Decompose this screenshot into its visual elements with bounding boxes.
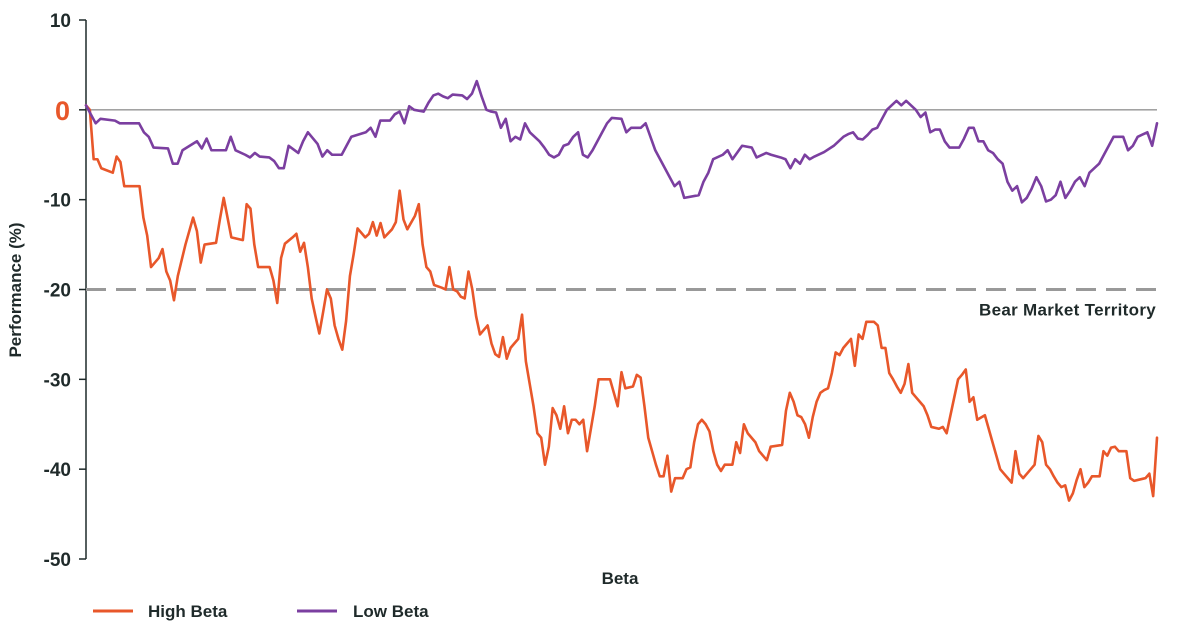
y-tick-label: -50 [44,550,71,571]
bear-market-label: Bear Market Territory [979,301,1156,320]
y-tick-label: -20 [44,281,71,302]
x-axis-title: Beta [602,569,639,588]
y-tick-label: 0 [55,96,70,126]
y-tick-label: 10 [50,11,71,32]
y-tick-label: -40 [44,460,71,481]
series-line-low-beta [84,79,1159,204]
y-tick-label: -30 [44,370,71,391]
legend-label-low-beta: Low Beta [353,602,429,621]
y-axis-title: Performance (%) [6,222,25,357]
legend: High Beta Low Beta [93,602,429,621]
y-tick-label: -10 [44,191,71,212]
series-group [84,79,1159,502]
y-ticks: 10 0 -10 -20 -30 -40 -50 [44,11,86,571]
series-line-high-beta [84,104,1159,502]
legend-label-high-beta: High Beta [148,602,228,621]
